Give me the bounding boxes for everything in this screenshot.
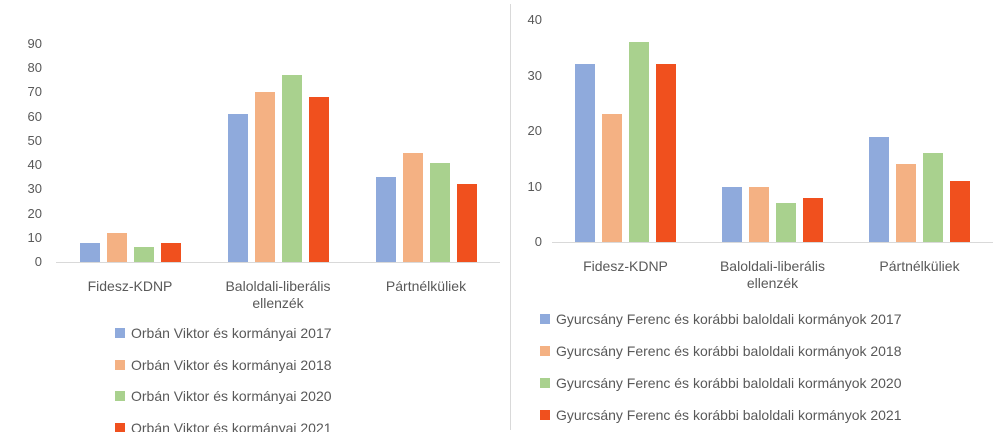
bar [456, 184, 477, 262]
legend-label: Orbán Viktor és kormányai 2018 [131, 356, 332, 373]
y-tick-label: 0 [534, 234, 542, 249]
legend-swatch [115, 391, 125, 401]
x-tick-label: Baloldali-liberális ellenzék [719, 258, 826, 291]
bar [749, 186, 769, 242]
legend-swatch [540, 410, 550, 420]
baseline [552, 242, 993, 243]
bar [896, 164, 916, 242]
bar [575, 64, 595, 242]
x-tick-label: Baloldali-liberális ellenzék [225, 278, 331, 311]
bar [308, 97, 329, 262]
x-tick-label: Pártnélküliek [879, 258, 960, 274]
bar [79, 242, 100, 262]
bar [722, 186, 742, 242]
bar [160, 242, 181, 262]
divider [510, 4, 511, 430]
bar [923, 153, 943, 242]
legend-label: Gyurcsány Ferenc és korábbi baloldali ko… [556, 343, 902, 359]
legend-swatch [540, 314, 550, 324]
baseline [56, 262, 500, 263]
y-tick-label: 10 [527, 178, 542, 194]
bar [133, 247, 154, 262]
legend-swatch [540, 378, 550, 388]
y-tick-label: 0 [34, 254, 42, 269]
legend-swatch [540, 346, 550, 356]
legend-label: Orbán Viktor és kormányai 2020 [131, 388, 332, 404]
y-tick-label: 10 [27, 229, 42, 245]
y-tick-label: 30 [527, 67, 542, 83]
y-tick-label: 20 [27, 205, 42, 221]
bar [227, 114, 248, 262]
bar [254, 92, 275, 262]
y-tick-label: 20 [527, 123, 542, 138]
bar [602, 114, 622, 242]
x-tick-label: Fidesz-KDNP [87, 278, 173, 294]
y-tick-label: 90 [27, 36, 42, 51]
bar [375, 177, 396, 262]
y-tick-label: 50 [27, 132, 42, 148]
y-tick-label: 40 [527, 12, 542, 27]
legend-label: Gyurcsány Ferenc és korábbi baloldali ko… [556, 375, 902, 391]
bar [869, 136, 889, 242]
y-tick-label: 60 [27, 108, 42, 124]
bar [281, 75, 302, 262]
legend-label: Orbán Viktor és kormányai 2021 [131, 419, 332, 432]
bar [803, 197, 823, 242]
y-tick-label: 40 [27, 157, 42, 173]
y-tick-label: 70 [27, 84, 42, 100]
bar [950, 180, 970, 242]
legend-swatch [115, 422, 125, 432]
legend-swatch [115, 359, 125, 370]
x-tick-label: Pártnélküliek [385, 278, 467, 294]
legend-label: Gyurcsány Ferenc és korábbi baloldali ko… [556, 407, 902, 423]
bar [776, 203, 796, 242]
legend-label: Gyurcsány Ferenc és korábbi baloldali ko… [556, 311, 902, 327]
bar [656, 64, 676, 242]
x-tick-label: Fidesz-KDNP [583, 258, 668, 274]
bar [106, 232, 127, 262]
bar [429, 162, 450, 262]
y-tick-label: 30 [27, 181, 42, 197]
legend-swatch [115, 328, 125, 338]
y-tick-label: 80 [27, 60, 42, 76]
bar [402, 153, 423, 262]
bar [629, 42, 649, 242]
legend-label: Orbán Viktor és kormányai 2017 [131, 325, 332, 341]
